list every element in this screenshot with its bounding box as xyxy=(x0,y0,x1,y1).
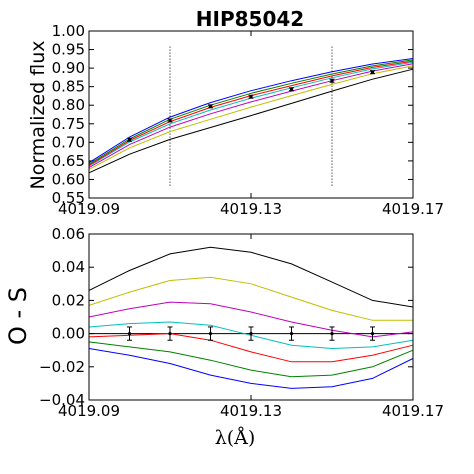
bottom-xtick-label: 4019.17 xyxy=(382,402,444,420)
top-ytick-label: 0.90 xyxy=(52,59,85,77)
chart-title: HIP85042 xyxy=(196,7,304,31)
top-ytick-label: 0.60 xyxy=(52,170,85,188)
top-series-1 xyxy=(88,65,414,170)
top-ytick-label: 0.75 xyxy=(52,115,85,133)
bottom-panel: −0.04 −0.02 0.00 0.02 0.04 0.06 4019.09 4019.13… xyxy=(39,225,444,420)
top-series-5 xyxy=(88,59,414,165)
bottom-data-point xyxy=(370,332,375,336)
bottom-ytick-label: −0.02 xyxy=(39,358,85,376)
bottom-ytick-label: 0.06 xyxy=(52,225,85,243)
top-series-2 xyxy=(88,63,414,169)
top-ytick-label: 1.00 xyxy=(52,22,85,40)
top-series-4 xyxy=(88,60,414,166)
top-series-0 xyxy=(88,68,414,174)
top-y-axis-label: Normalized flux xyxy=(27,40,49,189)
bottom-series-6 xyxy=(88,348,414,389)
bottom-series-0 xyxy=(88,246,414,308)
bottom-series-5 xyxy=(88,341,414,378)
bottom-series-2 xyxy=(88,301,414,338)
top-ytick-label: 0.85 xyxy=(52,78,85,96)
bottom-x-axis-label: λ(Å) xyxy=(215,427,256,449)
bottom-ytick-label: 0.02 xyxy=(52,291,85,309)
bottom-series-4 xyxy=(88,333,414,363)
bottom-xtick-label: 4019.13 xyxy=(220,402,282,420)
bottom-frame xyxy=(88,233,414,401)
top-data-point xyxy=(208,104,213,108)
bottom-data-point xyxy=(168,332,172,336)
bottom-ytick-label: −0.04 xyxy=(39,391,85,409)
top-panel: 0.550.600.650.700.750.800.850.900.951.00… xyxy=(52,22,444,218)
top-ytick-label: 0.80 xyxy=(52,96,85,114)
top-ytick-label: 0.65 xyxy=(52,152,85,170)
bottom-data-point xyxy=(330,332,334,336)
top-ytick-label: 0.55 xyxy=(52,189,85,207)
top-frame xyxy=(88,30,414,199)
bottom-data-point xyxy=(249,332,253,336)
bottom-data-point xyxy=(289,332,294,336)
bottom-ytick-label: 0.00 xyxy=(52,325,85,343)
top-data-point xyxy=(249,95,253,99)
top-ytick-label: 0.70 xyxy=(52,133,85,151)
top-data-point xyxy=(330,79,334,83)
bottom-xtick-label: 4019.09 xyxy=(58,402,120,420)
top-data-point xyxy=(370,70,375,74)
bottom-data-point xyxy=(127,332,132,336)
top-data-point xyxy=(289,87,294,91)
top-xtick-label: 4019.13 xyxy=(220,200,282,218)
bottom-data-point xyxy=(208,332,213,336)
top-series-3 xyxy=(88,61,414,167)
bottom-ytick-label: 0.04 xyxy=(52,258,85,276)
top-xtick-label: 4019.09 xyxy=(58,200,120,218)
top-xtick-label: 4019.17 xyxy=(382,200,444,218)
top-series-6 xyxy=(88,58,414,164)
top-data-point xyxy=(168,118,172,123)
bottom-series-1 xyxy=(88,276,413,321)
top-ytick-label: 0.95 xyxy=(52,41,85,59)
bottom-y-axis-label: O - S xyxy=(4,287,32,345)
top-data-point xyxy=(127,138,132,142)
